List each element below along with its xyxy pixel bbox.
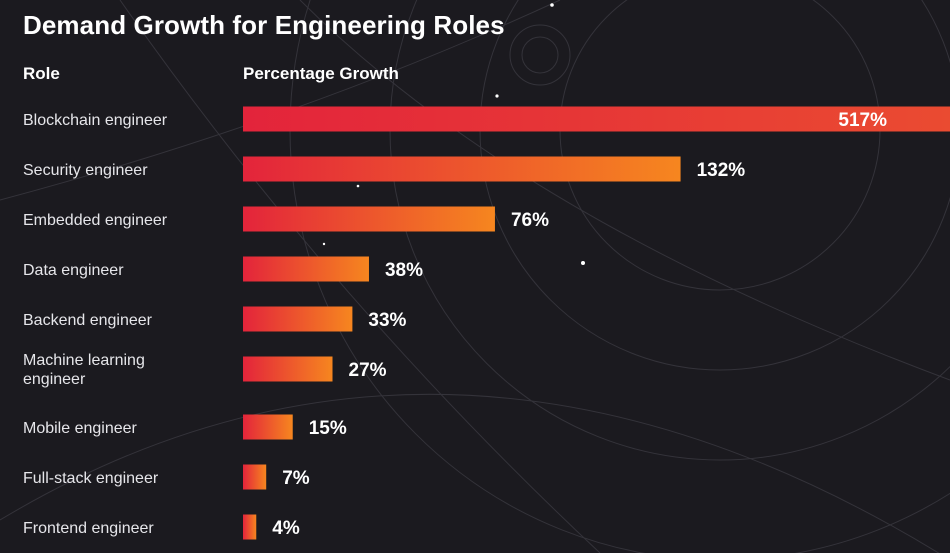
decor-dot xyxy=(581,261,585,265)
value-label: 33% xyxy=(368,310,406,331)
value-label: 27% xyxy=(349,360,387,381)
growth-column-header: Percentage Growth xyxy=(243,64,399,83)
decor-arc xyxy=(119,0,601,553)
decor-arc xyxy=(0,393,940,553)
decor-dot xyxy=(356,184,360,188)
bar-machine-learning-engineer xyxy=(243,356,333,382)
role-label: Data engineer xyxy=(23,262,124,279)
role-label: Full-stack engineer xyxy=(23,470,159,487)
bar-blockchain-engineer xyxy=(243,106,950,132)
role-label: Mobile engineer xyxy=(23,420,138,437)
value-label: 76% xyxy=(511,210,549,231)
value-label: 132% xyxy=(697,160,746,181)
decor-circle xyxy=(509,24,571,86)
role-label: Embedded engineer xyxy=(23,212,168,229)
bar-backend-engineer xyxy=(243,306,353,332)
role-label: Frontend engineer xyxy=(23,520,154,537)
role-label-line: Machine learning xyxy=(23,352,145,369)
decor-dot xyxy=(322,242,326,246)
value-label: 38% xyxy=(385,260,423,281)
bar-data-engineer xyxy=(243,256,369,282)
bar-embedded-engineer xyxy=(243,206,495,232)
decor-dot xyxy=(495,94,499,98)
role-label-line: engineer xyxy=(23,371,86,388)
value-label: 517% xyxy=(838,110,887,131)
role-column-header: Role xyxy=(23,64,60,83)
bar-full-stack-engineer xyxy=(243,464,267,490)
value-label: 15% xyxy=(309,418,347,439)
decor-circle xyxy=(521,36,559,74)
decor-arc xyxy=(299,0,950,381)
bar-security-engineer xyxy=(243,156,681,182)
bar-mobile-engineer xyxy=(243,414,293,440)
value-label: 4% xyxy=(272,518,300,539)
role-label: Blockchain engineer xyxy=(23,112,168,129)
chart-title: Demand Growth for Engineering Roles xyxy=(23,10,505,40)
bar-frontend-engineer xyxy=(243,514,257,540)
role-label: Backend engineer xyxy=(23,312,153,329)
decor-dot xyxy=(550,3,554,7)
role-label: Machine learning engineer xyxy=(23,352,145,388)
role-label: Security engineer xyxy=(23,162,148,179)
value-label: 7% xyxy=(282,468,310,489)
